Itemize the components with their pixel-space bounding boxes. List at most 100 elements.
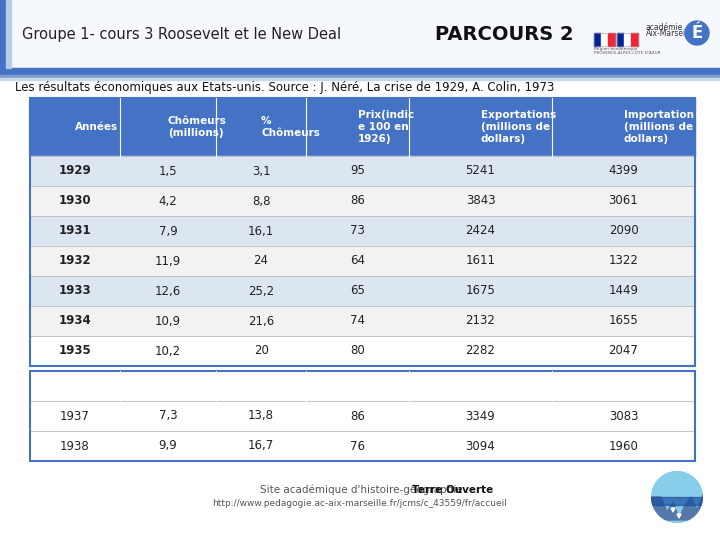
Bar bbox=[6, 0, 11, 68]
Text: 2090: 2090 bbox=[608, 225, 639, 238]
Text: 2424: 2424 bbox=[466, 225, 495, 238]
Circle shape bbox=[651, 471, 703, 523]
Text: 10,2: 10,2 bbox=[155, 345, 181, 357]
Text: 86: 86 bbox=[350, 409, 365, 422]
Text: Les résultats économiques aux Etats-unis. Source : J. Néré, La crise de 1929, A.: Les résultats économiques aux Etats-unis… bbox=[15, 82, 554, 94]
Bar bbox=[0, 0, 720, 68]
Text: 13,8: 13,8 bbox=[248, 409, 274, 422]
Text: 1,5: 1,5 bbox=[158, 165, 177, 178]
Bar bbox=[594, 33, 615, 46]
Bar bbox=[608, 33, 615, 46]
Text: 7,3: 7,3 bbox=[158, 409, 177, 422]
Text: 4399: 4399 bbox=[608, 165, 639, 178]
Text: 1611: 1611 bbox=[466, 254, 495, 267]
Text: 1934: 1934 bbox=[58, 314, 91, 327]
Text: 2132: 2132 bbox=[466, 314, 495, 327]
Circle shape bbox=[651, 471, 703, 523]
Bar bbox=[30, 371, 695, 461]
Text: PARCOURS 2: PARCOURS 2 bbox=[435, 25, 574, 44]
Bar bbox=[0, 75, 720, 78]
Bar bbox=[617, 33, 624, 46]
Text: PROVENCE-ALPES-CÔTE D'AZUR: PROVENCE-ALPES-CÔTE D'AZUR bbox=[594, 51, 660, 55]
Text: 1675: 1675 bbox=[466, 285, 495, 298]
Bar bbox=[30, 371, 695, 401]
Text: 1933: 1933 bbox=[58, 285, 91, 298]
Bar bbox=[631, 33, 638, 46]
Text: 3843: 3843 bbox=[466, 194, 495, 207]
Bar bbox=[30, 216, 695, 246]
Text: 9,9: 9,9 bbox=[158, 440, 177, 453]
Bar bbox=[30, 186, 695, 216]
Text: 1935: 1935 bbox=[58, 345, 91, 357]
Text: Prix(indic
e 100 en
1926): Prix(indic e 100 en 1926) bbox=[358, 110, 414, 144]
Text: 1960: 1960 bbox=[608, 440, 639, 453]
Text: 1655: 1655 bbox=[608, 314, 639, 327]
Bar bbox=[0, 78, 720, 80]
Text: 1932: 1932 bbox=[58, 254, 91, 267]
Text: 1930: 1930 bbox=[58, 194, 91, 207]
Text: Importations
(millions de
dollars): Importations (millions de dollars) bbox=[624, 110, 700, 144]
Text: 2456: 2456 bbox=[464, 380, 497, 393]
Text: Aix-Marseille: Aix-Marseille bbox=[646, 30, 696, 38]
Bar bbox=[30, 336, 695, 366]
Polygon shape bbox=[651, 495, 703, 520]
Text: 7,9: 7,9 bbox=[158, 225, 177, 238]
Text: 73: 73 bbox=[350, 225, 365, 238]
Text: 1449: 1449 bbox=[608, 285, 639, 298]
Text: 1937: 1937 bbox=[60, 409, 90, 422]
Bar bbox=[594, 33, 601, 46]
Text: 16,7: 16,7 bbox=[248, 440, 274, 453]
Bar bbox=[601, 33, 608, 46]
Bar bbox=[30, 431, 695, 461]
Polygon shape bbox=[677, 514, 681, 518]
Text: Chômeurs
(millions): Chômeurs (millions) bbox=[168, 116, 227, 138]
Text: 16,1: 16,1 bbox=[248, 225, 274, 238]
Text: 3094: 3094 bbox=[466, 440, 495, 453]
Text: 74: 74 bbox=[350, 314, 365, 327]
Bar bbox=[0, 68, 720, 75]
Bar bbox=[30, 401, 695, 431]
Text: 2282: 2282 bbox=[466, 345, 495, 357]
Bar bbox=[30, 98, 695, 366]
Text: Groupe 1- cours 3 Roosevelt et le New Deal: Groupe 1- cours 3 Roosevelt et le New De… bbox=[22, 28, 341, 43]
Polygon shape bbox=[651, 497, 703, 505]
Text: 5241: 5241 bbox=[466, 165, 495, 178]
Text: 25,2: 25,2 bbox=[248, 285, 274, 298]
Text: %
Chômeurs: % Chômeurs bbox=[261, 116, 320, 138]
Text: 11,9: 11,9 bbox=[155, 254, 181, 267]
Text: 1938: 1938 bbox=[60, 440, 90, 453]
Text: 64: 64 bbox=[350, 254, 365, 267]
Text: 21,6: 21,6 bbox=[248, 314, 274, 327]
Text: 81: 81 bbox=[349, 380, 366, 393]
Text: 12,6: 12,6 bbox=[155, 285, 181, 298]
Text: 16,5: 16,5 bbox=[246, 380, 276, 393]
Text: Site académique d'histoire-géographie : Terre Ouverte: Site académique d'histoire-géographie : … bbox=[0, 539, 1, 540]
Text: 1931: 1931 bbox=[58, 225, 91, 238]
Bar bbox=[30, 246, 695, 276]
Bar bbox=[30, 276, 695, 306]
Bar bbox=[30, 98, 695, 156]
Text: 1929: 1929 bbox=[58, 165, 91, 178]
Text: 95: 95 bbox=[350, 165, 365, 178]
Text: 2047: 2047 bbox=[608, 345, 639, 357]
Text: 3,1: 3,1 bbox=[252, 165, 271, 178]
Text: Années: Années bbox=[75, 122, 118, 132]
Text: 8,6: 8,6 bbox=[158, 380, 179, 393]
Text: Exportations
(millions de
dollars): Exportations (millions de dollars) bbox=[480, 110, 556, 144]
Bar bbox=[617, 33, 638, 46]
Text: 3083: 3083 bbox=[609, 409, 638, 422]
Bar bbox=[30, 156, 695, 186]
Text: 20: 20 bbox=[253, 345, 269, 357]
Text: 80: 80 bbox=[350, 345, 365, 357]
Text: Site académique d'histoire-géographie :: Site académique d'histoire-géographie : bbox=[260, 485, 473, 495]
Bar bbox=[624, 33, 631, 46]
Text: 3061: 3061 bbox=[608, 194, 639, 207]
Bar bbox=[0, 0, 6, 68]
Text: http://www.pedagogie.ac-aix-marseille.fr/jcms/c_43559/fr/accueil: http://www.pedagogie.ac-aix-marseille.fr… bbox=[212, 498, 508, 508]
Text: 3349: 3349 bbox=[466, 409, 495, 422]
Text: 10,9: 10,9 bbox=[155, 314, 181, 327]
Text: 24: 24 bbox=[253, 254, 269, 267]
Text: Région académique: Région académique bbox=[594, 47, 637, 51]
Polygon shape bbox=[671, 508, 675, 512]
Text: 86: 86 bbox=[350, 194, 365, 207]
